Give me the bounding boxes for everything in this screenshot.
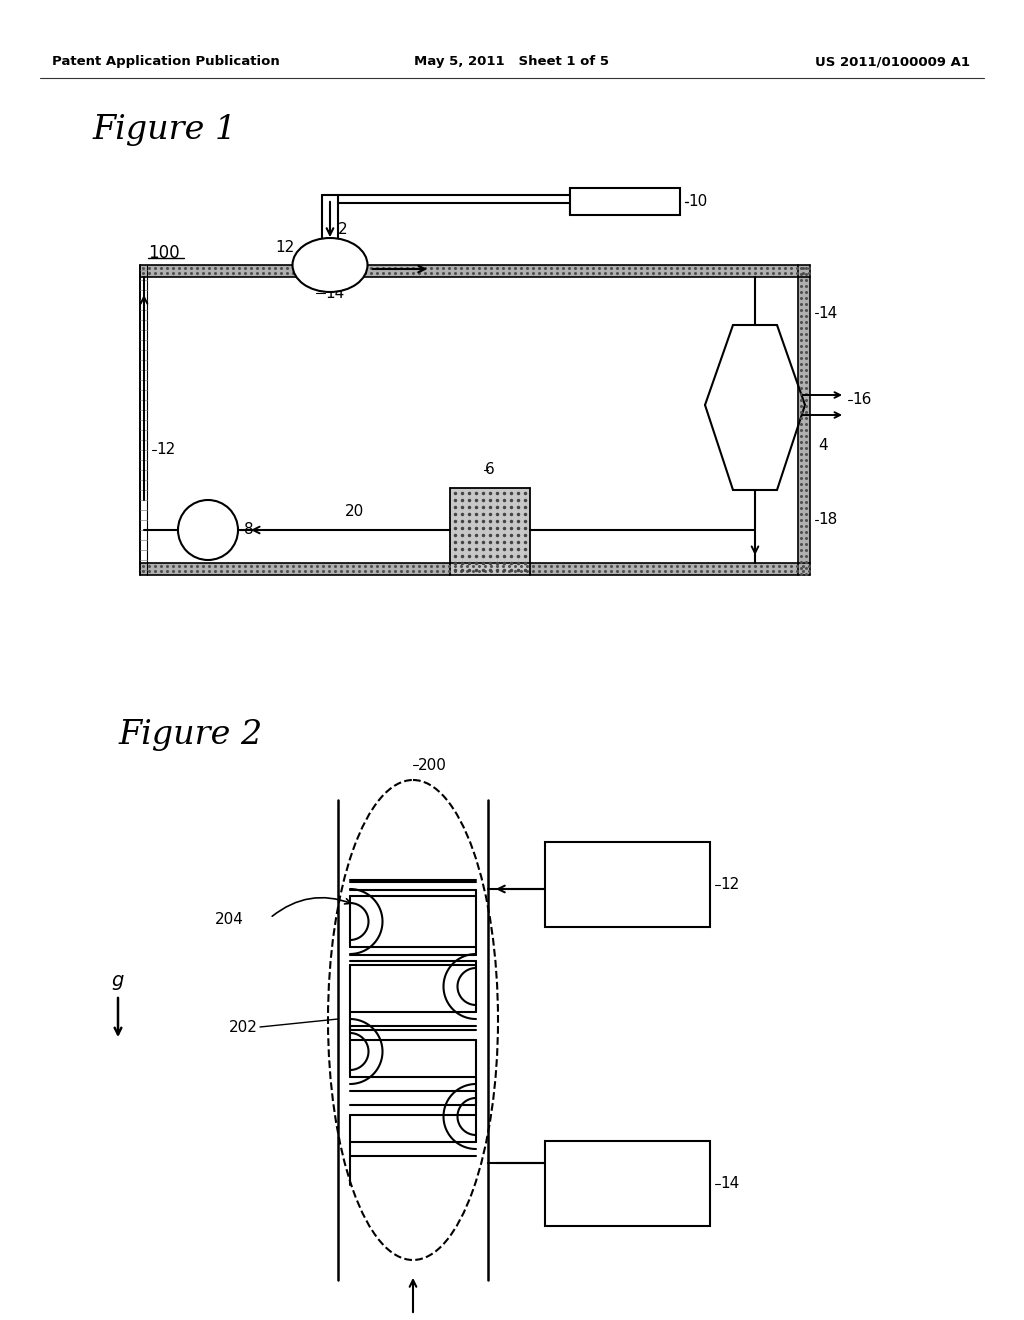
Bar — [545, 842, 710, 927]
Text: Vapor Outlet: Vapor Outlet — [570, 1187, 684, 1204]
Text: 6: 6 — [485, 462, 495, 478]
Text: ORC: ORC — [608, 863, 646, 882]
Text: Liquid Inlet: Liquid Inlet — [578, 887, 678, 906]
Text: 204: 204 — [215, 912, 244, 928]
Text: May 5, 2011   Sheet 1 of 5: May 5, 2011 Sheet 1 of 5 — [415, 55, 609, 69]
Text: 14: 14 — [720, 1176, 739, 1191]
Text: ORC: ORC — [608, 1163, 646, 1180]
Text: 14: 14 — [325, 285, 344, 301]
Text: 100: 100 — [148, 244, 179, 261]
Bar — [140, 564, 810, 576]
Text: Patent Application Publication: Patent Application Publication — [52, 55, 280, 69]
Bar — [545, 1140, 710, 1226]
Text: 2: 2 — [338, 223, 347, 238]
Bar — [798, 265, 810, 576]
Text: Pump: Pump — [189, 524, 226, 536]
Text: 4: 4 — [818, 437, 827, 453]
Circle shape — [178, 500, 238, 560]
Text: 12: 12 — [275, 239, 294, 255]
Ellipse shape — [293, 238, 368, 292]
Text: US 2011/0100009 A1: US 2011/0100009 A1 — [815, 55, 970, 69]
Text: 18: 18 — [818, 512, 838, 528]
Text: 12: 12 — [156, 442, 175, 458]
Text: 10: 10 — [688, 194, 708, 209]
Text: 202: 202 — [229, 1019, 258, 1035]
Text: 8: 8 — [244, 523, 254, 537]
Text: Figure 1: Figure 1 — [92, 114, 237, 147]
Text: 14: 14 — [818, 305, 838, 321]
Text: g: g — [112, 970, 124, 990]
Text: 200: 200 — [418, 758, 446, 772]
Text: 20: 20 — [345, 504, 365, 520]
Text: 12: 12 — [720, 876, 739, 892]
Text: Figure 2: Figure 2 — [118, 719, 262, 751]
Bar — [140, 265, 810, 277]
Bar — [450, 488, 530, 576]
Text: 16: 16 — [852, 392, 871, 408]
Bar — [570, 187, 680, 215]
